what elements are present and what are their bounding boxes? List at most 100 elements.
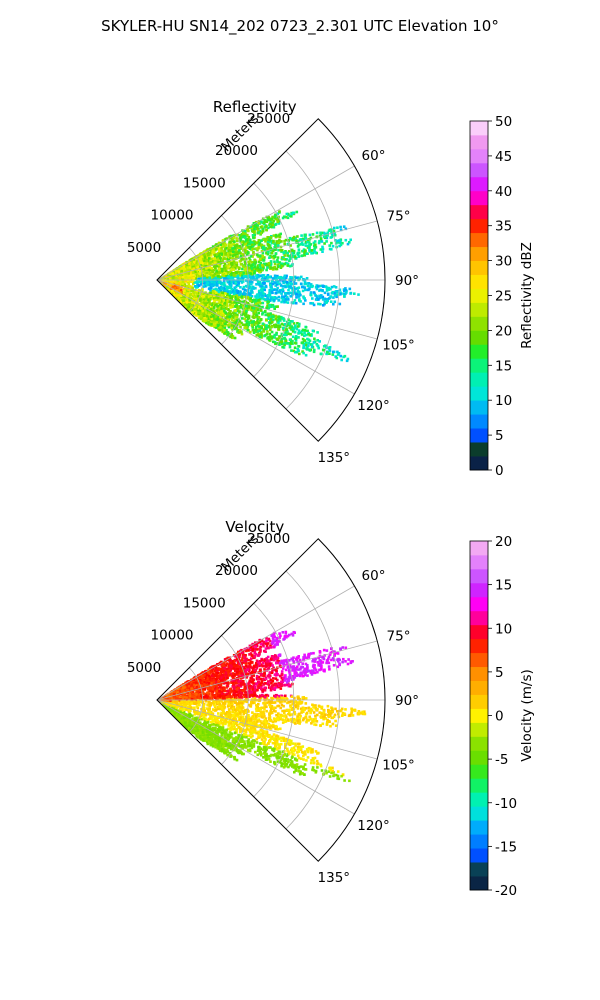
echo-gate	[296, 291, 299, 294]
echo-gate	[309, 293, 313, 297]
echo-gate	[303, 286, 306, 289]
echo-gate	[271, 221, 274, 225]
echo-gate	[249, 272, 253, 275]
echo-gate	[298, 322, 301, 326]
echo-gate	[180, 291, 184, 295]
echo-gate	[261, 322, 265, 326]
echo-gate	[250, 248, 253, 251]
echo-gate	[277, 295, 281, 299]
echo-gate	[171, 277, 175, 281]
echo-gate	[273, 274, 277, 278]
echo-gate	[241, 267, 244, 271]
echo-gate	[310, 252, 313, 255]
echo-gate	[230, 264, 234, 268]
echo-gate	[280, 340, 284, 344]
echo-gate	[247, 321, 251, 324]
echo-gate	[262, 330, 266, 333]
echo-gate	[218, 328, 222, 332]
echo-gate	[255, 297, 258, 300]
echo-gate	[244, 268, 247, 272]
echo-gate	[220, 269, 224, 273]
echo-gate	[274, 281, 277, 285]
echo-gate	[236, 307, 239, 311]
echo-gate	[320, 231, 324, 235]
echo-gate	[206, 281, 209, 285]
echo-gate	[237, 284, 240, 287]
echo-gate	[204, 316, 208, 320]
echo-gate	[294, 287, 297, 291]
echo-gate	[233, 290, 236, 294]
echo-gate	[221, 311, 225, 315]
echo-gate	[281, 285, 285, 288]
echo-gate	[184, 270, 188, 273]
echo-gate	[339, 243, 343, 247]
echo-gate	[241, 276, 244, 280]
echo-gate	[186, 298, 190, 302]
echo-gate	[223, 309, 226, 313]
echo-gate	[254, 321, 258, 325]
echo-gate	[251, 300, 254, 304]
reflectivity-panel: Reflectivity500010000150002000025000Mete…	[127, 98, 535, 479]
echo-gate	[264, 313, 267, 317]
echo-gate	[255, 334, 259, 337]
echo-gate	[204, 311, 208, 314]
echo-gate	[292, 211, 295, 215]
echo-gate	[205, 306, 209, 309]
echo-gate	[200, 273, 203, 276]
echo-gate	[266, 274, 270, 277]
echo-gate	[217, 274, 220, 278]
echo-gate	[197, 254, 200, 257]
echo-gate	[202, 281, 206, 285]
echo-gate	[244, 324, 248, 328]
echo-gate	[289, 237, 293, 241]
echo-gate	[277, 218, 281, 222]
echo-gate	[344, 287, 347, 290]
echo-gate	[304, 249, 307, 252]
echo-gate	[267, 324, 271, 328]
echo-gate	[168, 280, 172, 283]
echo-gate	[177, 271, 181, 274]
echo-gate	[243, 317, 246, 320]
echo-gate	[251, 285, 255, 289]
echo-gate	[223, 284, 227, 287]
echo-gate	[222, 291, 225, 295]
echo-gate	[201, 274, 205, 277]
echo-gate	[294, 236, 297, 240]
echo-gate	[238, 322, 241, 326]
echo-gate	[218, 303, 222, 307]
echo-gate	[262, 221, 265, 224]
echo-gate	[296, 244, 300, 248]
echo-gate	[330, 241, 333, 245]
echo-gate	[227, 323, 230, 327]
echo-gate	[286, 251, 289, 255]
echo-gate	[257, 282, 261, 286]
echo-gate	[239, 235, 243, 238]
echo-gate	[273, 262, 277, 266]
echo-gate	[261, 247, 265, 251]
echo-gate	[326, 231, 329, 235]
echo-gate	[256, 224, 260, 227]
echo-gate	[280, 262, 283, 265]
echo-gate	[237, 246, 241, 250]
echo-gate	[269, 225, 272, 229]
echo-gate	[253, 269, 257, 273]
echo-gate	[284, 258, 287, 261]
echo-gate	[251, 299, 255, 302]
echo-gate	[245, 238, 249, 241]
echo-gate	[240, 317, 244, 320]
echo-gate	[287, 239, 290, 242]
echo-gate	[267, 279, 270, 283]
echo-gate	[233, 261, 236, 265]
echo-gate	[293, 346, 297, 349]
echo-gate	[181, 280, 185, 284]
echo-gate	[236, 233, 239, 237]
echo-gate	[303, 251, 306, 254]
echo-gate	[304, 240, 308, 244]
echo-gate	[215, 275, 219, 278]
echo-gate	[232, 292, 236, 296]
echo-gate	[257, 244, 260, 248]
echo-gate	[297, 239, 300, 243]
echo-gate	[286, 322, 289, 326]
echo-gate	[231, 238, 234, 242]
echo-gate	[231, 336, 234, 340]
